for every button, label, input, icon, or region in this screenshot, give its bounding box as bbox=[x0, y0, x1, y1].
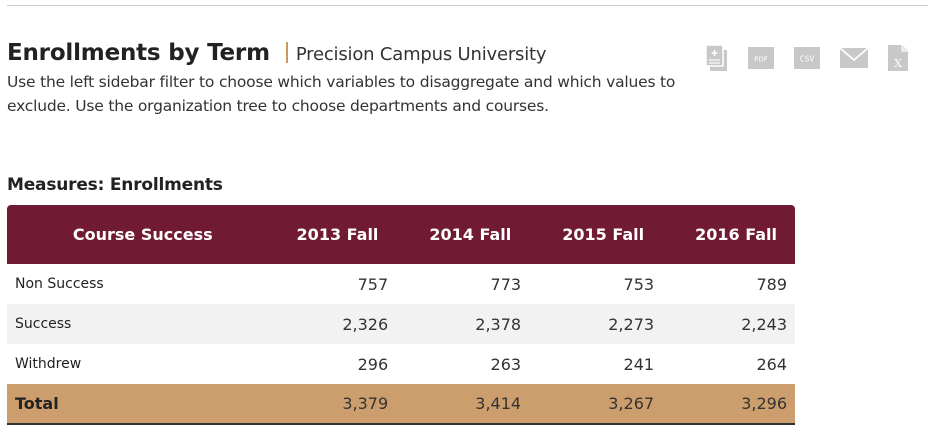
email-icon bbox=[839, 47, 869, 68]
total-cell: 3,267 bbox=[608, 394, 655, 413]
excel-icon: X bbox=[888, 45, 908, 71]
row-label: Non Success bbox=[15, 276, 104, 292]
csv-icon-label: CSV bbox=[800, 55, 815, 64]
measures-label: Measures: Enrollments bbox=[7, 175, 223, 195]
column-header-2014-fall: 2014 Fall bbox=[429, 225, 512, 244]
table-cell: 241 bbox=[623, 354, 655, 374]
email-button[interactable] bbox=[839, 44, 869, 76]
total-label: Total bbox=[15, 394, 59, 413]
export-pdf-button[interactable]: PDF bbox=[747, 44, 776, 76]
page-header: Enrollments by Term Precision Campus Univ… bbox=[7, 40, 547, 66]
title-separator bbox=[285, 42, 288, 63]
table-cell: 757 bbox=[357, 274, 389, 294]
table-row: Non Success 757 773 753 789 bbox=[7, 264, 795, 304]
table-cell: 753 bbox=[623, 274, 655, 294]
table-cell: 2,273 bbox=[608, 314, 655, 334]
excel-icon-label: X bbox=[894, 57, 902, 70]
column-header-2013-fall: 2013 Fall bbox=[296, 225, 379, 244]
add-document-icon bbox=[705, 44, 727, 71]
export-toolbar: PDF CSV X bbox=[704, 44, 910, 76]
table-cell: 264 bbox=[756, 354, 788, 374]
table-header: Course Success 2013 Fall 2014 Fall 2015 … bbox=[7, 205, 795, 264]
csv-icon: CSV bbox=[794, 47, 820, 69]
pdf-icon: PDF bbox=[748, 47, 774, 69]
table-cell: 789 bbox=[756, 274, 788, 294]
table-cell: 2,243 bbox=[741, 314, 788, 334]
column-header-2016-fall: 2016 Fall bbox=[695, 225, 777, 244]
page-description: Use the left sidebar filter to choose wh… bbox=[7, 73, 676, 115]
table-cell: 773 bbox=[490, 274, 522, 294]
pdf-icon-label: PDF bbox=[754, 56, 768, 64]
export-excel-button[interactable]: X bbox=[886, 44, 910, 76]
row-label: Withdrew bbox=[15, 356, 82, 372]
table-row: Success 2,326 2,378 2,273 2,243 bbox=[7, 304, 795, 344]
column-header-2015-fall: 2015 Fall bbox=[562, 225, 645, 244]
add-to-report-button[interactable] bbox=[704, 44, 730, 76]
enrollments-table: Course Success 2013 Fall 2014 Fall 2015 … bbox=[7, 205, 795, 425]
page-subtitle: Precision Campus University bbox=[295, 44, 547, 65]
table-row: Withdrew 296 263 241 264 bbox=[7, 344, 795, 384]
column-header-course-success: Course Success bbox=[72, 225, 213, 244]
total-cell: 3,379 bbox=[342, 394, 389, 413]
table-cell: 2,378 bbox=[475, 314, 522, 334]
export-csv-button[interactable]: CSV bbox=[793, 44, 822, 76]
row-label: Success bbox=[15, 316, 72, 332]
top-divider bbox=[7, 5, 928, 6]
page-title: Enrollments by Term bbox=[7, 40, 270, 66]
table-total-row: Total 3,379 3,414 3,267 3,296 bbox=[7, 384, 795, 425]
table-cell: 2,326 bbox=[342, 314, 389, 334]
total-cell: 3,296 bbox=[741, 394, 788, 413]
table-cell: 296 bbox=[357, 354, 389, 374]
table-cell: 263 bbox=[490, 354, 522, 374]
total-cell: 3,414 bbox=[475, 394, 522, 413]
